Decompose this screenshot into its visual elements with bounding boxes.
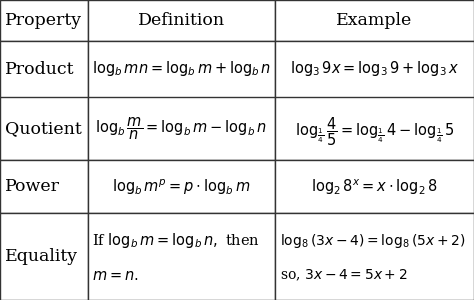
Text: Equality: Equality [5,248,78,265]
Bar [0,160,88,213]
Text: $m = n.$: $m = n.$ [92,268,139,283]
Bar [0,213,88,300]
Bar [275,213,474,300]
Text: Definition: Definition [138,12,225,29]
Bar [88,160,275,213]
Text: $\log_3 9x = \log_3 9 + \log_3 x$: $\log_3 9x = \log_3 9 + \log_3 x$ [290,59,459,79]
Text: $\log_b \dfrac{m}{n} = \log_b m - \log_b n$: $\log_b \dfrac{m}{n} = \log_b m - \log_b… [95,116,267,142]
Bar [0,40,88,98]
Text: Power: Power [5,178,60,195]
Text: Property: Property [5,12,82,29]
Bar [0,98,88,160]
Bar [88,98,275,160]
Bar [88,213,275,300]
Text: If $\log_b m = \log_b n,$ then: If $\log_b m = \log_b n,$ then [92,231,260,250]
Bar [275,98,474,160]
Text: $\log_2 8^x = x \cdot \log_2 8$: $\log_2 8^x = x \cdot \log_2 8$ [311,177,438,197]
Text: Quotient: Quotient [5,121,82,137]
Bar [275,160,474,213]
Text: $\log_b mn = \log_b m + \log_b n$: $\log_b mn = \log_b m + \log_b n$ [91,59,271,79]
Text: so, $3x - 4 = 5x+2$: so, $3x - 4 = 5x+2$ [280,268,407,283]
Bar [275,40,474,98]
Text: $\log_8(3x-4) = \log_8(5x+2)$: $\log_8(3x-4) = \log_8(5x+2)$ [280,232,465,250]
Text: Example: Example [337,12,412,29]
Bar [88,0,275,40]
Text: Product: Product [5,61,74,77]
Bar [0,0,88,40]
Text: $\log_b m^p = p \cdot \log_b m$: $\log_b m^p = p \cdot \log_b m$ [112,177,250,197]
Text: $\log_{\frac{1}{4}} \dfrac{4}{5} = \log_{\frac{1}{4}} 4 - \log_{\frac{1}{4}} 5$: $\log_{\frac{1}{4}} \dfrac{4}{5} = \log_… [295,116,454,148]
Bar [275,0,474,40]
Bar [88,40,275,98]
